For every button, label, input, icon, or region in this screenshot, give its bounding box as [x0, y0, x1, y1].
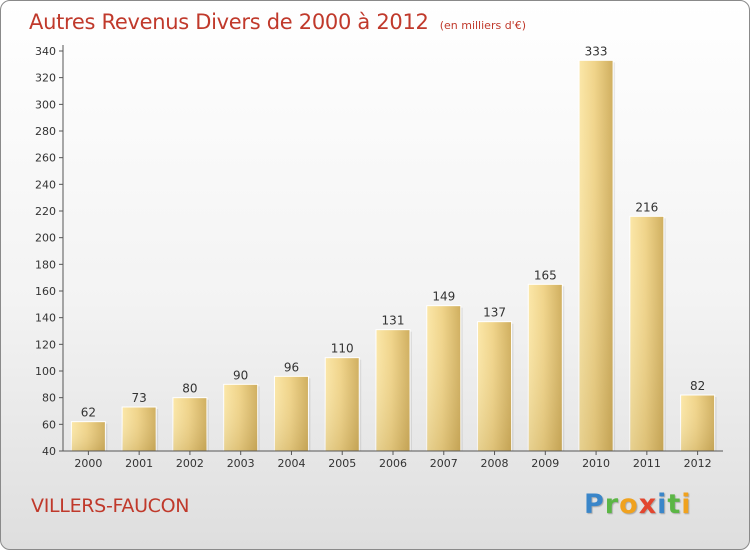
data-label: 333 — [585, 44, 608, 58]
bar-shade — [71, 421, 106, 451]
x-tick-label: 2006 — [379, 457, 407, 470]
y-tick-label: 120 — [35, 338, 56, 351]
x-tick-label: 2012 — [684, 457, 712, 470]
bar-shade — [122, 407, 157, 451]
y-tick-label: 320 — [35, 72, 56, 85]
y-tick-label: 140 — [35, 312, 56, 325]
x-tick-label: 2011 — [633, 457, 661, 470]
data-label: 82 — [690, 379, 705, 393]
bar-shade — [680, 395, 715, 451]
data-label: 216 — [635, 200, 658, 214]
y-tick-label: 100 — [35, 365, 56, 378]
logo-letter: t — [667, 489, 682, 520]
x-tick-label: 2008 — [481, 457, 509, 470]
bar-shade — [477, 321, 512, 451]
bar-shade — [172, 397, 207, 451]
chart-title: Autres Revenus Divers de 2000 à 2012 — [29, 10, 429, 34]
logo-letter: r — [604, 489, 620, 520]
logo-letter: i — [657, 489, 668, 520]
y-tick-label: 280 — [35, 125, 56, 138]
bars-layer: 62 73 80 90 96 110 131 149 137 165 333 216 82 — [70, 44, 717, 452]
y-tick-label: 240 — [35, 178, 56, 191]
data-label: 73 — [132, 391, 147, 405]
x-tick-label: 2002 — [176, 457, 204, 470]
bar-shade — [376, 329, 410, 451]
x-tick-label: 2000 — [74, 457, 102, 470]
data-label: 165 — [534, 268, 557, 282]
bar-shade — [629, 216, 664, 451]
data-label: 131 — [382, 314, 405, 328]
data-label: 96 — [284, 360, 299, 374]
bar-shade — [426, 305, 461, 451]
axis-layer: 40 60 80 100 120 140 160 180 200 220 240 260 280 300 3… — [35, 45, 723, 470]
logo-letter: i — [681, 489, 692, 520]
data-label: 149 — [432, 290, 455, 304]
chart-title-block: Autres Revenus Divers de 2000 à 2012 (en… — [29, 10, 526, 34]
bar-shade — [325, 357, 360, 451]
bar-shade — [528, 284, 563, 451]
data-label: 90 — [233, 368, 248, 382]
data-label: 137 — [483, 306, 506, 320]
bar-shade — [579, 60, 614, 451]
logo-letter: o — [619, 489, 639, 520]
chart-subtitle: (en milliers d'€) — [439, 19, 526, 32]
data-label: 110 — [331, 342, 354, 356]
x-tick-label: 2009 — [531, 457, 559, 470]
y-tick-label: 40 — [42, 445, 56, 458]
y-tick-label: 160 — [35, 285, 56, 298]
x-tick-label: 2005 — [328, 457, 356, 470]
logo-letter: P — [584, 489, 605, 520]
y-tick-label: 60 — [42, 418, 56, 431]
bar-shade — [274, 376, 309, 451]
y-tick-label: 340 — [35, 45, 56, 58]
commune-name: VILLERS-FAUCON — [31, 495, 190, 517]
x-tick-label: 2003 — [227, 457, 255, 470]
x-tick-label: 2010 — [582, 457, 610, 470]
logo-letter: x — [638, 489, 658, 520]
x-tick-label: 2001 — [125, 457, 153, 470]
y-tick-label: 300 — [35, 98, 56, 111]
y-tick-label: 80 — [42, 392, 56, 405]
y-tick-label: 260 — [35, 152, 56, 165]
y-tick-label: 220 — [35, 205, 56, 218]
bar-shade — [223, 384, 258, 451]
x-tick-label: 2004 — [277, 457, 305, 470]
y-tick-label: 180 — [35, 258, 56, 271]
proxiti-logo: Proxiti — [584, 489, 692, 520]
data-label: 80 — [182, 382, 197, 396]
data-label: 62 — [81, 406, 96, 420]
y-tick-label: 200 — [35, 232, 56, 245]
x-tick-label: 2007 — [430, 457, 458, 470]
